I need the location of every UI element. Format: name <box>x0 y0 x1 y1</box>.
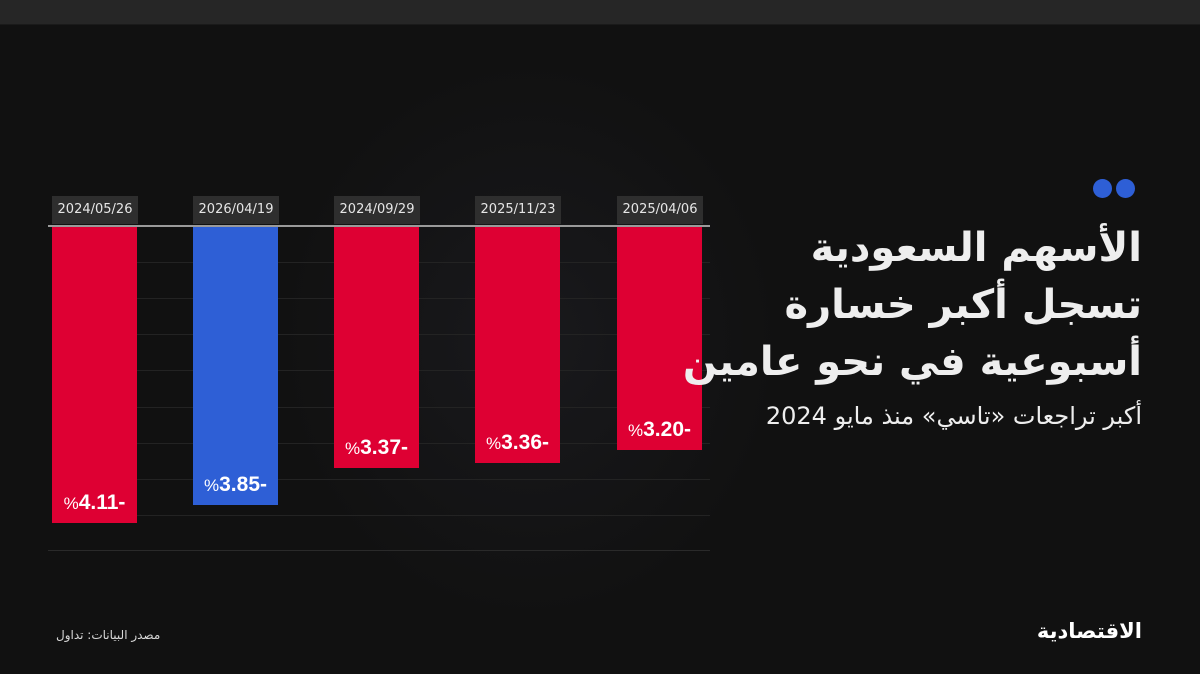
accent-dot-icon <box>1093 179 1112 198</box>
bar-value: 3.85- <box>219 473 267 496</box>
bar-value: 3.36- <box>501 431 549 454</box>
accent-dots <box>1093 179 1135 198</box>
bar-value-label: %4.11- <box>52 491 137 515</box>
date-label: 2025/04/06 <box>617 196 703 224</box>
bar-value-label: %3.36- <box>475 431 560 455</box>
accent-dot-icon <box>1116 179 1135 198</box>
percent-sign: % <box>345 439 361 458</box>
gridline <box>52 515 710 516</box>
bar: %3.20- <box>617 226 702 450</box>
date-label: 2026/04/19 <box>193 196 279 224</box>
bar: %3.85- <box>193 226 278 505</box>
bar: %4.11- <box>52 226 137 523</box>
bar-value-label: %3.20- <box>617 418 702 442</box>
bar: %3.36- <box>475 226 560 463</box>
headline-line: أسبوعية في نحو عامين <box>682 339 1142 385</box>
percent-sign: % <box>486 434 502 453</box>
zero-baseline <box>48 225 710 227</box>
publisher-logo: الاقتصادية <box>1036 619 1142 643</box>
headline: الأسهم السعودية تسجل أكبر خسارة أسبوعية … <box>682 220 1142 391</box>
subtitle: أكبر تراجعات «تاسي» منذ مايو 2024 <box>765 402 1142 430</box>
date-label: 2025/11/23 <box>475 196 561 224</box>
bar-value: 4.11- <box>78 491 126 514</box>
bar-value: 3.37- <box>360 436 408 459</box>
bar: %3.37- <box>334 226 419 468</box>
gridline <box>52 479 710 480</box>
top-bar <box>0 0 1200 25</box>
percent-sign: % <box>63 494 79 513</box>
bar-value-label: %3.37- <box>334 436 419 460</box>
date-label: 2024/09/29 <box>334 196 420 224</box>
date-label: 2024/05/26 <box>52 196 138 224</box>
bar-value: 3.20- <box>643 418 691 441</box>
percent-sign: % <box>204 476 220 495</box>
bottom-gridline <box>48 550 710 551</box>
headline-line: تسجل أكبر خسارة <box>784 282 1142 328</box>
bar-chart: 2024/05/26 %4.11- 2026/04/19 %3.85- 2024/09/… <box>48 196 710 551</box>
bar-value-label: %3.85- <box>193 473 278 497</box>
headline-line: الأسهم السعودية <box>810 225 1142 271</box>
data-source: مصدر البيانات: تداول <box>56 628 161 642</box>
percent-sign: % <box>628 421 644 440</box>
